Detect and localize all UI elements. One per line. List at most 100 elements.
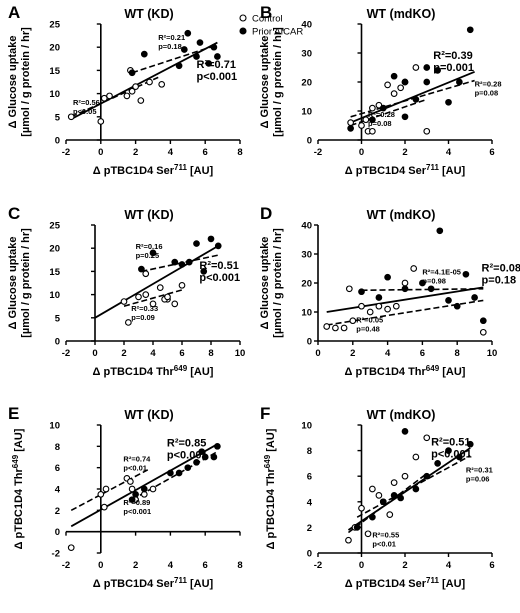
x-tick-label: 0 [98, 560, 103, 571]
panel-letter: B [260, 3, 272, 22]
stat-annotation: R²=0.28 [475, 79, 502, 88]
y-tick-label: 5 [55, 313, 61, 324]
aicar-point [167, 469, 174, 477]
x-tick-label: -2 [62, 147, 70, 158]
stat-annotation: p=0.25 [136, 251, 160, 260]
solid-regression-line [94, 245, 219, 319]
y-tick-label: 6 [307, 472, 312, 483]
aicar-point [456, 453, 463, 461]
y-tick-label: 4 [307, 497, 313, 508]
control-point [149, 485, 157, 493]
y-tick-label: 40 [301, 20, 312, 31]
control-point [358, 122, 365, 129]
control-point [366, 308, 374, 316]
aicar-point [140, 485, 148, 493]
stat-annotation: R²=0.31 [466, 465, 493, 474]
control-point [158, 80, 166, 88]
panel-letter: F [260, 404, 270, 423]
stat-annotation: R²=0.85 [167, 437, 206, 449]
y-tick-label: 5 [55, 112, 61, 123]
control-point [135, 293, 142, 301]
label-part: Δ pTBC1D4 Thr [93, 366, 175, 378]
y-tick-label: 10 [49, 421, 60, 432]
y-tick-label: 20 [49, 244, 60, 255]
stat-annotation: p=0.001 [433, 62, 474, 74]
solid-regression-line [347, 447, 471, 531]
aicar-point [401, 428, 409, 435]
stat-annotation: R²=0.51 [199, 260, 238, 272]
panel-letter: E [8, 404, 19, 423]
aicar-point [358, 288, 365, 296]
x-tick-label: 8 [208, 348, 213, 359]
control-point [100, 94, 108, 102]
aicar-point [193, 458, 200, 466]
control-point [384, 305, 391, 313]
x-tick-label: 6 [203, 147, 208, 158]
stat-annotation: p<0.01 [123, 463, 147, 472]
superscript: 711 [174, 576, 187, 585]
x-tick-label: 0 [98, 147, 103, 158]
aicar-point [201, 453, 209, 461]
x-tick-label: 10 [235, 348, 246, 359]
aicar-point [138, 265, 145, 273]
aicar-point [423, 472, 431, 480]
control-point [100, 503, 108, 511]
aicar-point [427, 285, 435, 293]
y-tick-label: 4 [55, 485, 61, 496]
legend-control-marker [239, 14, 247, 22]
label-part: Δ pTBC1D4 Thr [345, 366, 427, 378]
x-axis-label: Δ pTBC1D4 Thr649 [AU] [93, 364, 214, 379]
label-part: [AU] [439, 366, 466, 378]
control-point [128, 87, 136, 95]
control-point [132, 83, 139, 90]
control-point [149, 300, 157, 308]
aicar-point [471, 294, 478, 301]
label-part: [AU] [187, 165, 214, 177]
y-tick-label: 0 [307, 337, 312, 348]
superscript: 711 [426, 163, 439, 172]
x-tick-label: 2 [133, 560, 138, 571]
y-tick-label: 30 [301, 250, 312, 261]
aicar-point [140, 50, 148, 58]
stat-annotation: p=0.08 [475, 88, 499, 97]
solid-regression-line [70, 443, 218, 528]
y-tick-label: 20 [301, 78, 312, 89]
panel-letter: C [8, 204, 20, 223]
solid-regression-line [70, 41, 218, 120]
y-tick-label: 10 [301, 421, 312, 432]
control-point [97, 490, 105, 498]
legend: Control Prior AICAR [239, 14, 303, 38]
control-point [479, 328, 487, 336]
control-point [97, 118, 105, 125]
control-point [178, 281, 186, 289]
dashed-regression-line [70, 469, 149, 512]
x-tick-label: -2 [314, 560, 322, 571]
control-point [390, 479, 398, 486]
aicar-point [175, 62, 183, 70]
control-point [123, 92, 131, 100]
control-point [369, 104, 376, 112]
label-part: [AU] [439, 165, 466, 177]
x-tick-label: 4 [446, 147, 452, 158]
aicar-point [214, 442, 221, 450]
label-part: [AU] [265, 428, 277, 455]
y-axis-label: Δ Glucose uptake [7, 36, 19, 129]
x-tick-label: -2 [314, 147, 322, 158]
x-tick-label: 2 [402, 560, 407, 571]
stat-annotation: p=0.08 [368, 119, 392, 128]
control-point [347, 119, 354, 126]
panel-title: WT (mdKO) [367, 7, 436, 21]
y-tick-label: 0 [307, 549, 312, 560]
control-point [401, 279, 409, 287]
control-point [384, 81, 391, 89]
dashed-regression-line [361, 288, 484, 292]
label-part: Δ pTBC1D4 Thr [13, 467, 25, 549]
aicar-point [423, 64, 431, 71]
x-tick-label: 2 [121, 348, 126, 359]
y-axis-label: Δ Glucose uptake [7, 237, 19, 330]
control-point [156, 284, 164, 291]
y-tick-label: -2 [52, 549, 60, 560]
aicar-point [453, 302, 461, 310]
legend-aicar-marker [239, 27, 247, 35]
